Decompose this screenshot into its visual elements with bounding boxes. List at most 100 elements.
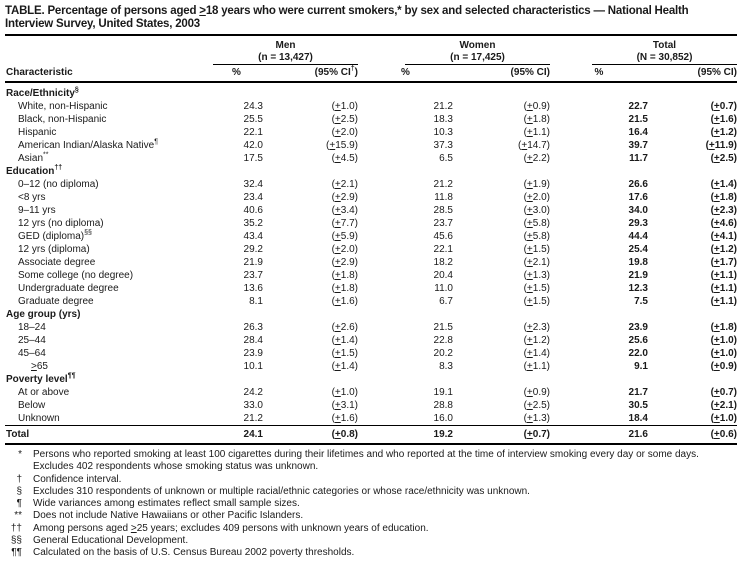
total-total-ci-cell: (+0.6) — [648, 425, 737, 445]
total-pct-cell: 22.7 — [628, 101, 648, 112]
row-label: Graduate degree — [18, 296, 94, 307]
men-pct-cell: 21.9 — [243, 257, 263, 268]
men-pct-cell: 43.4 — [243, 231, 263, 242]
men-ci-cell: (+1.6) — [331, 413, 358, 424]
table-body: Race/Ethnicity§ White, non-Hispanic 24.3 (+… — [5, 82, 737, 445]
total-ci-cell: (+2.1) — [710, 400, 737, 411]
footnote: ** Does not include Native Hawaiians or o… — [6, 510, 737, 522]
men-pct-cell: 40.6 — [243, 205, 263, 216]
footnote-symbol: §§ — [10, 535, 22, 547]
total-pct-cell: 7.5 — [634, 296, 648, 307]
table-row: White, non-Hispanic 24.3 (+1.0) 21.2 (+0.9) 2… — [5, 100, 737, 113]
men-pct-cell: 42.0 — [243, 140, 263, 151]
footnote: ¶¶ Calculated on the basis of U.S. Census… — [6, 547, 737, 559]
footnote-symbol: ¶ — [16, 498, 22, 510]
column-group-row: Men (n = 13,427) Women (n = 17,425) Tota… — [5, 36, 737, 65]
women-ci-cell: (+5.8) — [523, 231, 550, 242]
row-label: Black, non-Hispanic — [18, 114, 107, 125]
total-pct-cell: 21.9 — [628, 270, 648, 281]
men-pct-cell: 35.2 — [243, 218, 263, 229]
total-men-ci-cell: (+0.8) — [263, 425, 358, 445]
total-row-label: Total — [5, 425, 210, 445]
men-ci-cell: (+2.9) — [331, 192, 358, 203]
characteristic-group-spacer — [5, 36, 210, 65]
row-label: 12 yrs (no diploma) — [18, 218, 104, 229]
footnote-symbol: § — [16, 485, 22, 497]
total-pct-cell: 11.7 — [629, 153, 648, 164]
table-row: At or above 24.2 (+1.0) 19.1 (+0.9) 21.7 (+0.7… — [5, 386, 737, 399]
total-row: Total 24.1 (+0.8) 19.2 (+0.7) 21.6 (+0.6) — [5, 425, 737, 445]
footnote-symbol: †† — [10, 522, 22, 534]
men-pct-cell: 10.1 — [243, 361, 263, 372]
men-ci-cell: (+7.7) — [331, 218, 358, 229]
row-label: 18–24 — [18, 322, 46, 333]
row-label: Asian** — [18, 151, 49, 164]
section-label: Age group (yrs) — [6, 309, 81, 320]
women-pct-cell: 21.5 — [433, 322, 453, 333]
total-pct-cell: 9.1 — [634, 361, 648, 372]
table-title-line1: TABLE. Percentage of persons aged >18 ye… — [5, 5, 689, 17]
total-women-pct-cell: 19.2 — [358, 425, 453, 445]
total-pct-cell: 39.7 — [628, 140, 648, 151]
row-label: 12 yrs (diploma) — [18, 244, 90, 255]
men-pct-cell: 8.1 — [249, 296, 263, 307]
row-label: Undergraduate degree — [18, 283, 119, 294]
table-row: Graduate degree 8.1 (+1.6) 6.7 (+1.5) 7.5 (+1.… — [5, 295, 737, 308]
men-group-title: Men — [275, 40, 296, 51]
women-ci-cell: (+1.5) — [523, 283, 550, 294]
row-label: 25–44 — [18, 335, 46, 346]
total-pct-header: % — [550, 65, 648, 83]
women-pct-cell: 28.8 — [433, 400, 453, 411]
men-ci-cell: (+1.4) — [331, 335, 358, 346]
men-ci-cell: (+5.9) — [331, 231, 358, 242]
table-row: Asian** 17.5 (+4.5) 6.5 (+2.2) 11.7 (+2.5) — [5, 152, 737, 165]
footnote-symbol: ** — [14, 510, 22, 522]
women-ci-cell: (+2.5) — [523, 400, 550, 411]
women-ci-cell: (+2.3) — [523, 322, 550, 333]
total-pct-cell: 44.4 — [628, 231, 648, 242]
men-ci-cell: (+2.9) — [331, 257, 358, 268]
total-pct-cell: 30.5 — [628, 400, 648, 411]
row-label: Some college (no degree) — [18, 270, 134, 281]
men-ci-cell: (+15.9) — [326, 140, 358, 151]
footnotes: * Persons who reported smoking at least 1… — [5, 445, 737, 560]
column-subheader-row: Characteristic % (95% CI†) % (95% CI) % … — [5, 65, 737, 83]
table-row: Associate degree 21.9 (+2.9) 18.2 (+2.1) 19.8… — [5, 256, 737, 269]
total-women-ci-cell: (+0.7) — [453, 425, 550, 445]
women-ci-cell: (+1.4) — [523, 348, 550, 359]
women-pct-cell: 18.2 — [433, 257, 453, 268]
total-ci-cell: (+11.9) — [705, 140, 737, 151]
total-ci-cell: (+1.1) — [710, 270, 737, 281]
women-ci-cell: (+1.1) — [523, 361, 550, 372]
column-group-women: Women (n = 17,425) — [358, 36, 550, 65]
table-row: 0–12 (no diploma) 32.4 (+2.1) 21.2 (+1.9) 26.… — [5, 178, 737, 191]
total-pct-cell: 29.3 — [628, 218, 648, 229]
total-group-title: Total — [652, 40, 677, 51]
total-ci-cell: (+2.5) — [710, 153, 737, 164]
women-pct-cell: 20.4 — [433, 270, 453, 281]
men-ci-cell: (+1.0) — [331, 387, 358, 398]
men-group-n: (n = 13,427) — [258, 51, 313, 63]
women-pct-cell: 21.2 — [433, 101, 453, 112]
section-row: Age group (yrs) — [5, 308, 737, 321]
footnote-symbol: * — [18, 449, 22, 460]
total-ci-cell: (+1.1) — [710, 296, 737, 307]
women-pct-cell: 8.3 — [439, 361, 453, 372]
women-pct-cell: 19.1 — [433, 387, 453, 398]
table-row: 18–24 26.3 (+2.6) 21.5 (+2.3) 23.9 (+1.8) — [5, 321, 737, 334]
women-pct-cell: 18.3 — [433, 114, 453, 125]
men-ci-cell: (+2.6) — [331, 322, 358, 333]
total-pct-cell: 26.6 — [628, 179, 648, 190]
men-pct-cell: 13.6 — [243, 283, 263, 294]
total-ci-cell: (+0.9) — [710, 361, 737, 372]
men-ci-cell: (+1.8) — [331, 270, 358, 281]
women-pct-cell: 10.3 — [433, 127, 453, 138]
footnote-symbol: ¶¶ — [11, 547, 22, 559]
women-ci-cell: (+2.0) — [523, 192, 550, 203]
row-label: White, non-Hispanic — [18, 101, 108, 112]
footnote-text: Confidence interval. — [33, 473, 122, 485]
women-ci-cell: (+1.8) — [523, 114, 550, 125]
women-pct-cell: 23.7 — [433, 218, 453, 229]
men-ci-cell: (+3.4) — [331, 205, 358, 216]
men-ci-cell: (+2.0) — [331, 127, 358, 138]
